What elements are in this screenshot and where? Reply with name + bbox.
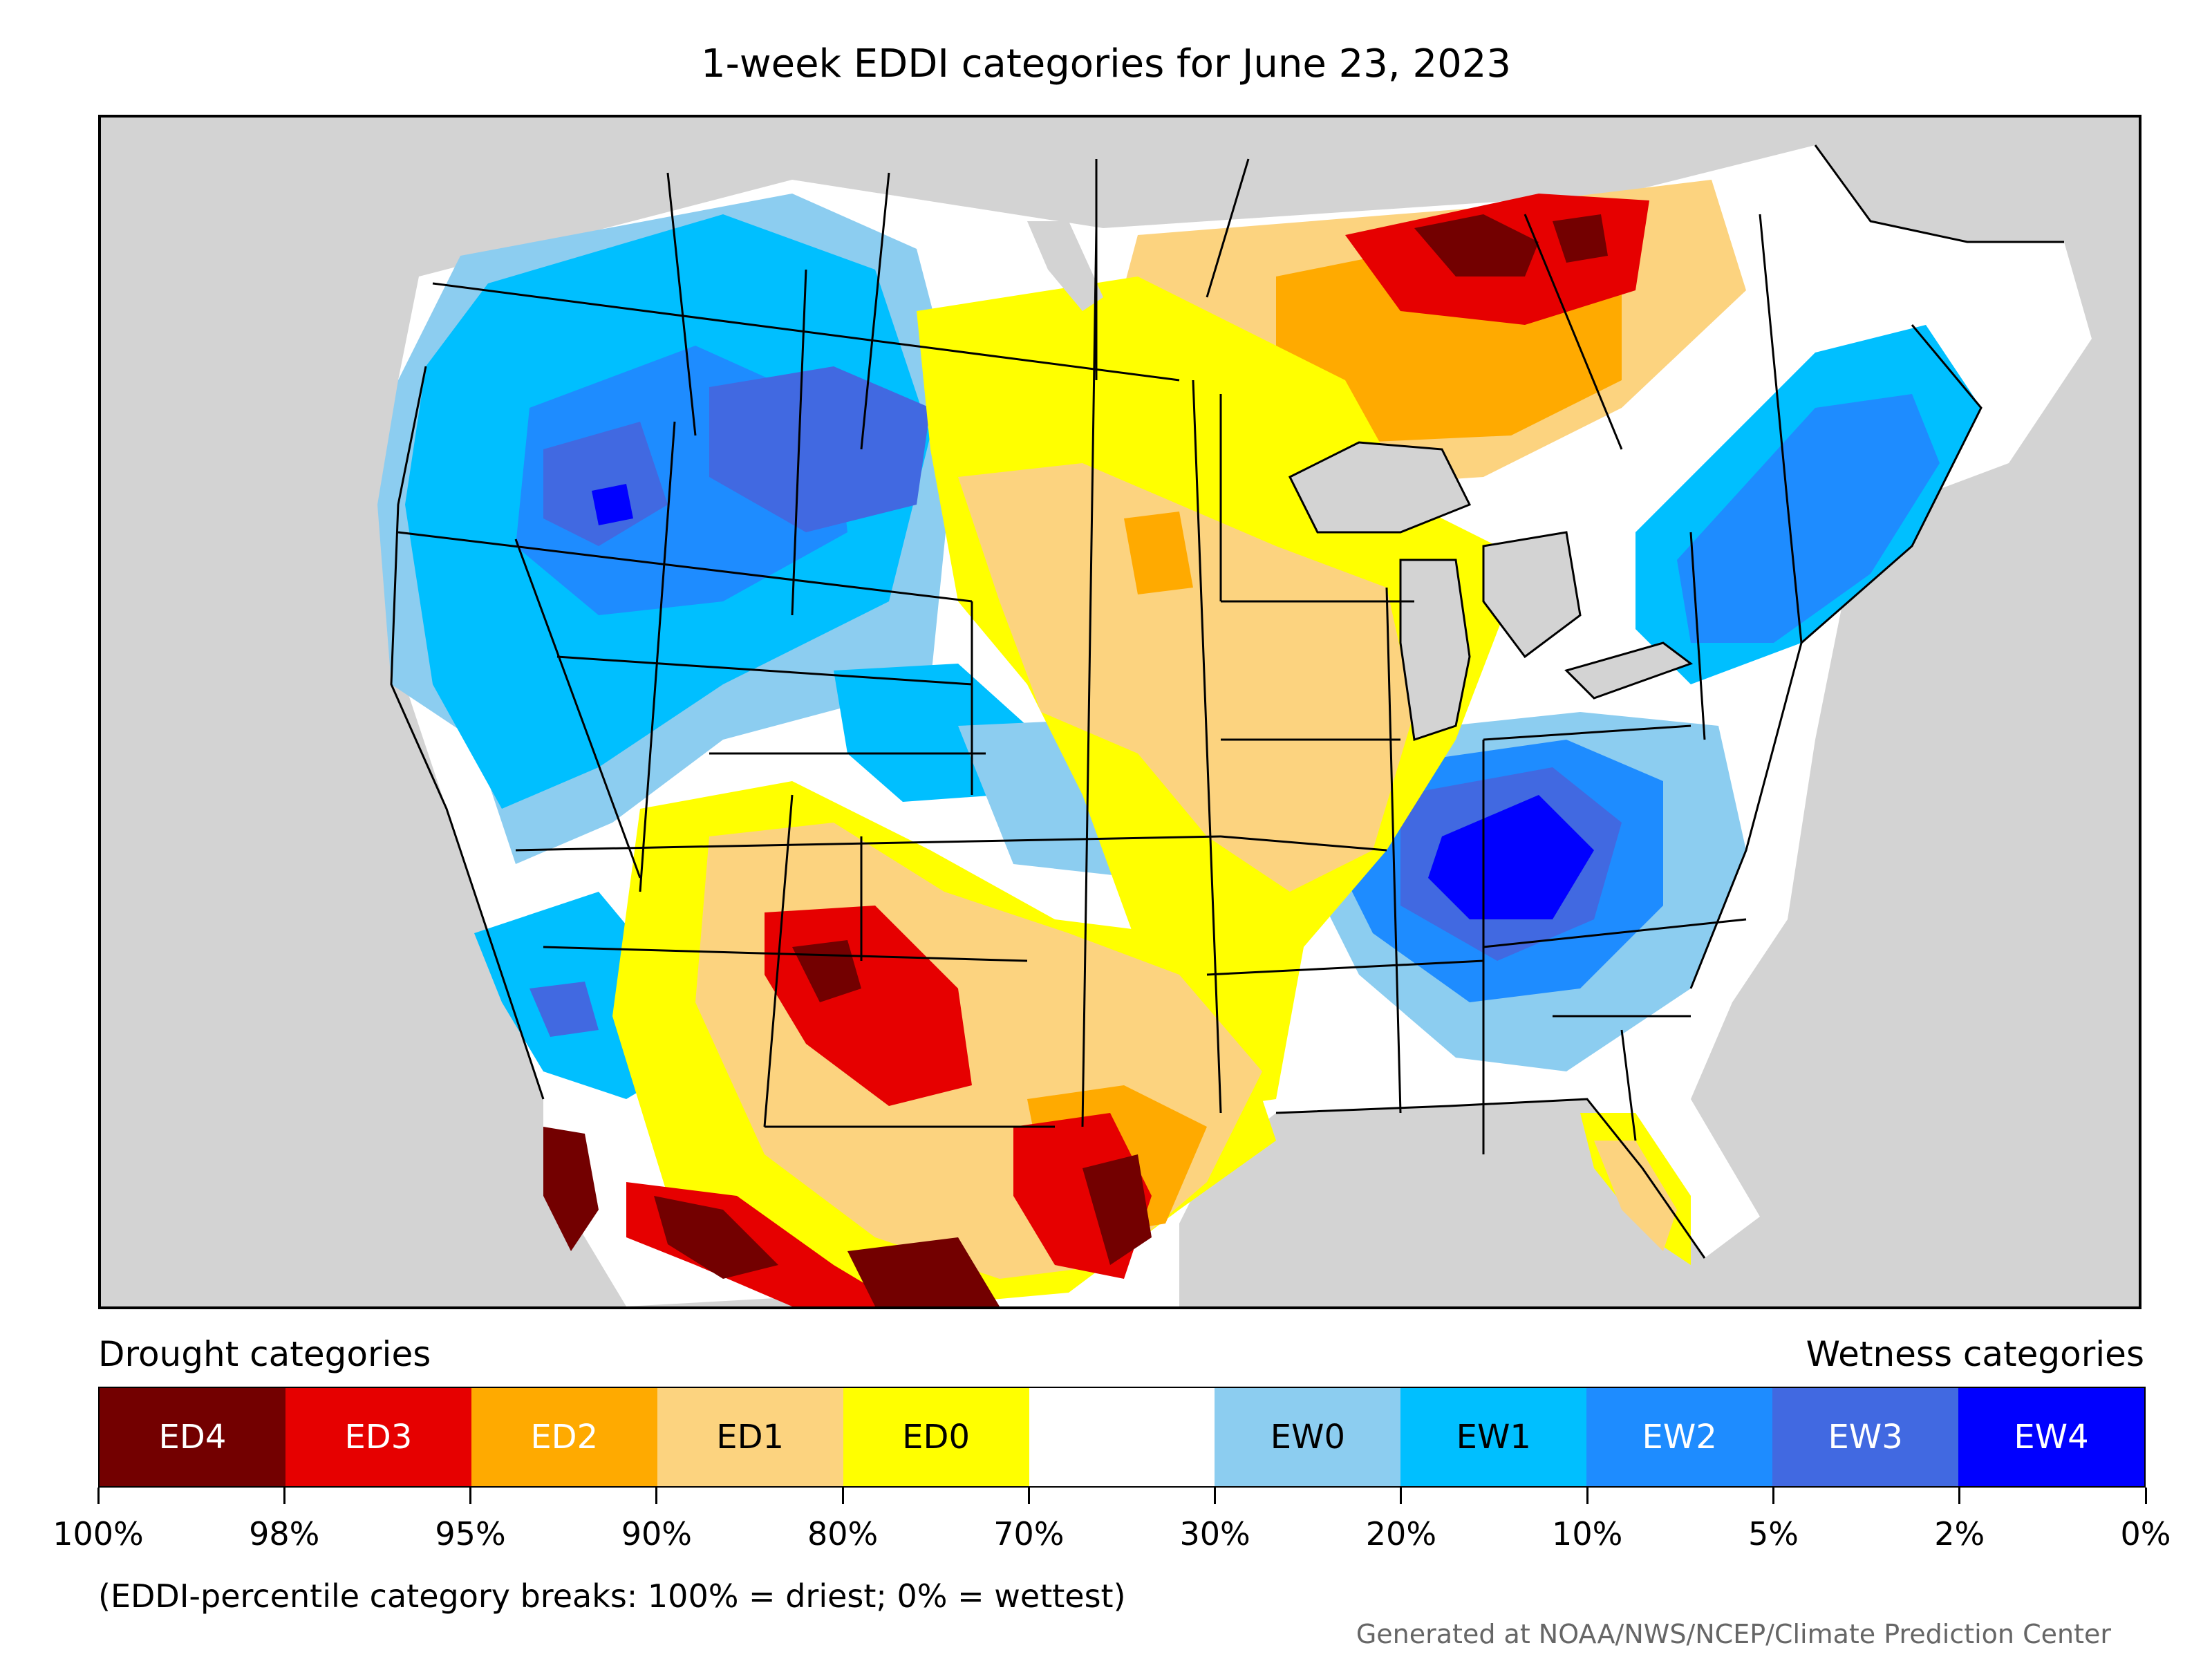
colorbar-tick (1586, 1488, 1588, 1504)
colorbar-tick-label: 5% (1747, 1515, 1799, 1553)
colorbar-tick (283, 1488, 285, 1504)
colorbar-ticks (97, 1488, 2147, 1508)
colorbar-segment-ed1: ED1 (657, 1388, 843, 1486)
coastlines (390, 144, 2064, 1259)
colorbar-tick-label: 20% (1365, 1515, 1437, 1553)
colorbar-segment-ed2: ED2 (471, 1388, 657, 1486)
colorbar-tick (655, 1488, 658, 1504)
colorbar-segment-ew2: EW2 (1586, 1388, 1773, 1486)
dry-mexico-ed4 (654, 1196, 778, 1279)
colorbar-segment-ed4: ED4 (100, 1388, 285, 1486)
wet-idaho-ew3 (543, 422, 668, 546)
credit-line: Generated at NOAA/NWS/NCEP/Climate Predi… (1356, 1619, 2111, 1649)
lake-winnipeg (1027, 221, 1103, 311)
dry-ontario-ed4 (1414, 214, 1539, 276)
wet-idaho-ew4 (592, 484, 633, 525)
colorbar-tick (2144, 1488, 2147, 1504)
lake-superior (1288, 441, 1472, 534)
dry-ontario-ed4b (1553, 214, 1608, 263)
colorbar-segment-ew4: EW4 (1958, 1388, 2144, 1486)
dry-baja-ed4 (543, 1127, 599, 1251)
drought-categories-header: Drought categories (98, 1334, 431, 1374)
lake-erie-ontario (1564, 641, 1694, 700)
colorbar-segment-ew3: EW3 (1772, 1388, 1959, 1486)
colorbar-tick (1027, 1488, 1030, 1504)
dry-iowa-ed2 (1124, 512, 1193, 594)
colorbar-segment-ed0: ED0 (843, 1388, 1029, 1486)
lake-michigan (1399, 559, 1471, 741)
colorbar-tick (1400, 1488, 1403, 1504)
colorbar-tick-label: 98% (249, 1515, 320, 1553)
colorbar-tick-label: 0% (2120, 1515, 2171, 1553)
colorbar-tick-label: 95% (435, 1515, 506, 1553)
wet-northeast-ew2 (1677, 394, 1940, 643)
colorbar-tick (97, 1488, 100, 1504)
wet-east-ew4 (1428, 795, 1594, 919)
category-colorbar: ED4 ED3 ED2 ED1 ED0 EW0 EW1 EW2 EW3 EW4 (98, 1387, 2146, 1488)
colorbar-tick (469, 1488, 472, 1504)
dry-texas-ed4 (1082, 1154, 1152, 1265)
colorbar-tick (841, 1488, 844, 1504)
wet-montana-ew3 (709, 366, 930, 532)
map-title: 1-week EDDI categories for June 23, 2023 (701, 41, 1511, 86)
colorbar-tick-label: 70% (993, 1515, 1065, 1553)
colorbar-segment-ew1: EW1 (1400, 1388, 1587, 1486)
colorbar-tick-label: 2% (1934, 1515, 1985, 1553)
dry-florida-ed1 (1594, 1141, 1677, 1251)
colorbar-segment-ew0: EW0 (1215, 1388, 1401, 1486)
dry-midwest-ed1 (958, 463, 1414, 892)
colorbar-tick-label: 100% (53, 1515, 144, 1553)
colorbar-segment-ed3: ED3 (285, 1388, 471, 1486)
colorbar-tick (1772, 1488, 1774, 1504)
colorbar-tick (1958, 1488, 1961, 1504)
colorbar-tick-label: 80% (807, 1515, 879, 1553)
category-note: (EDDI-percentile category breaks: 100% =… (98, 1577, 1126, 1615)
eddi-map (98, 115, 2141, 1309)
dry-mexico-ed4b (847, 1237, 1000, 1306)
colorbar-tick-label: 10% (1552, 1515, 1623, 1553)
colorbar-segment-neutral (1029, 1388, 1215, 1486)
map-canvas (377, 144, 2092, 1306)
colorbar-tick-label: 30% (1179, 1515, 1250, 1553)
wetness-categories-header: Wetness categories (1806, 1334, 2144, 1374)
colorbar-tick (1214, 1488, 1217, 1504)
wet-socal-ew3 (529, 982, 599, 1037)
colorbar-tick-label: 90% (621, 1515, 692, 1553)
state-borders (397, 158, 1803, 1154)
lake-huron (1482, 531, 1582, 659)
